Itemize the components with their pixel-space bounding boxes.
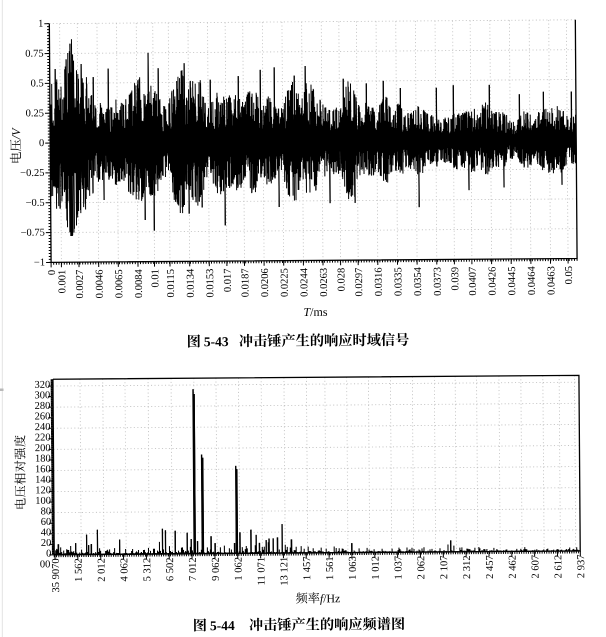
svg-text:300: 300	[34, 390, 50, 401]
svg-text:0.0373: 0.0373	[433, 267, 444, 296]
svg-text:60: 60	[41, 517, 52, 528]
svg-text:1 012: 1 012	[371, 556, 382, 580]
svg-text:7 012: 7 012	[188, 557, 199, 581]
svg-text:0.0263: 0.0263	[319, 268, 330, 297]
svg-text:100: 100	[35, 496, 51, 507]
svg-text:1 561: 1 561	[325, 556, 336, 580]
svg-text:0.028: 0.028	[336, 268, 347, 292]
svg-text:0.017: 0.017	[223, 269, 234, 293]
svg-text:0.0187: 0.0187	[240, 268, 251, 297]
svg-text:f/Hz: f/Hz	[320, 591, 340, 605]
svg-text:0.0084: 0.0084	[134, 268, 145, 298]
svg-text:0.75: 0.75	[25, 49, 43, 60]
svg-text:220: 220	[35, 432, 51, 443]
svg-text:1 062: 1 062	[234, 557, 245, 581]
svg-text:0.039: 0.039	[450, 267, 461, 291]
svg-text:0.0316: 0.0316	[374, 267, 385, 296]
svg-text:2 612: 2 612	[553, 555, 564, 579]
svg-text:−0.5: −0.5	[26, 198, 45, 209]
svg-text:0.0354: 0.0354	[413, 266, 424, 296]
svg-text:0.0426: 0.0426	[487, 267, 498, 296]
svg-text:0.05: 0.05	[564, 266, 575, 284]
svg-text:0.0065: 0.0065	[114, 269, 125, 298]
svg-text:5-43: 5-43	[204, 334, 229, 349]
svg-text:0.0134: 0.0134	[186, 268, 197, 298]
svg-text:0.0445: 0.0445	[507, 266, 518, 295]
svg-text:1 457: 1 457	[302, 557, 313, 581]
svg-text:280: 280	[35, 401, 51, 412]
svg-text:40: 40	[41, 527, 52, 538]
svg-text:00: 00	[40, 559, 51, 570]
svg-text:80: 80	[41, 506, 52, 517]
svg-text:5 312: 5 312	[142, 558, 153, 582]
svg-text:0.0335: 0.0335	[393, 267, 404, 296]
svg-text:6 502: 6 502	[165, 558, 176, 582]
svg-text:2 457: 2 457	[485, 555, 496, 579]
svg-text:9 062: 9 062	[211, 557, 222, 581]
svg-text:140: 140	[35, 475, 51, 486]
svg-text:20: 20	[41, 538, 52, 549]
svg-text:0.01: 0.01	[150, 269, 161, 287]
svg-text:11 071: 11 071	[256, 557, 267, 586]
svg-text:4 062: 4 062	[119, 558, 130, 582]
svg-text:0: 0	[39, 138, 44, 149]
svg-text:0.0225: 0.0225	[280, 268, 291, 297]
svg-text:0.0244: 0.0244	[299, 267, 310, 297]
svg-text:0.0027: 0.0027	[75, 270, 86, 299]
svg-text:0.0046: 0.0046	[95, 269, 106, 298]
svg-text:/V: /V	[9, 127, 23, 140]
svg-text:1: 1	[38, 19, 43, 30]
svg-text:0.001: 0.001	[57, 270, 68, 294]
svg-text:0.0463: 0.0463	[546, 266, 557, 295]
svg-text:0.0407: 0.0407	[468, 267, 479, 296]
svg-text:−1: −1	[34, 257, 45, 268]
svg-text:0.0206: 0.0206	[260, 268, 271, 297]
svg-text:−0.25: −0.25	[20, 168, 44, 179]
svg-text:320: 320	[34, 380, 50, 391]
svg-text:0.25: 0.25	[26, 108, 44, 119]
svg-text:0: 0	[46, 549, 51, 560]
svg-text:180: 180	[35, 454, 51, 465]
svg-text:200: 200	[35, 443, 51, 454]
svg-text:2 607: 2 607	[530, 555, 541, 579]
svg-text:0.0153: 0.0153	[205, 269, 216, 298]
svg-text:1 063: 1 063	[348, 556, 359, 580]
svg-text:120: 120	[35, 485, 51, 496]
svg-text:160: 160	[35, 464, 51, 475]
svg-text:0: 0	[47, 270, 58, 275]
svg-text:0.0464: 0.0464	[527, 266, 538, 296]
svg-text:1 037: 1 037	[393, 556, 404, 580]
svg-text:240: 240	[35, 422, 51, 433]
svg-text:2 462: 2 462	[508, 555, 519, 579]
svg-text:13 121: 13 121	[279, 557, 290, 586]
svg-text:1 562: 1 562	[74, 558, 85, 582]
svg-text:2 937: 2 937	[576, 555, 587, 579]
svg-text:0.5: 0.5	[31, 78, 44, 89]
svg-text:T/ms: T/ms	[303, 305, 327, 319]
svg-text:5-44: 5-44	[210, 618, 235, 633]
svg-text:0.0297: 0.0297	[354, 268, 365, 297]
svg-text:35 9070: 35 9070	[51, 558, 62, 592]
svg-text:2 107: 2 107	[439, 556, 450, 580]
svg-text:260: 260	[35, 411, 51, 422]
svg-text:−0.75: −0.75	[21, 228, 45, 239]
svg-text:2 062: 2 062	[416, 556, 427, 580]
svg-text:2 012: 2 012	[97, 558, 108, 582]
svg-text:0.0115: 0.0115	[166, 269, 177, 298]
svg-text:2 312: 2 312	[462, 555, 473, 579]
